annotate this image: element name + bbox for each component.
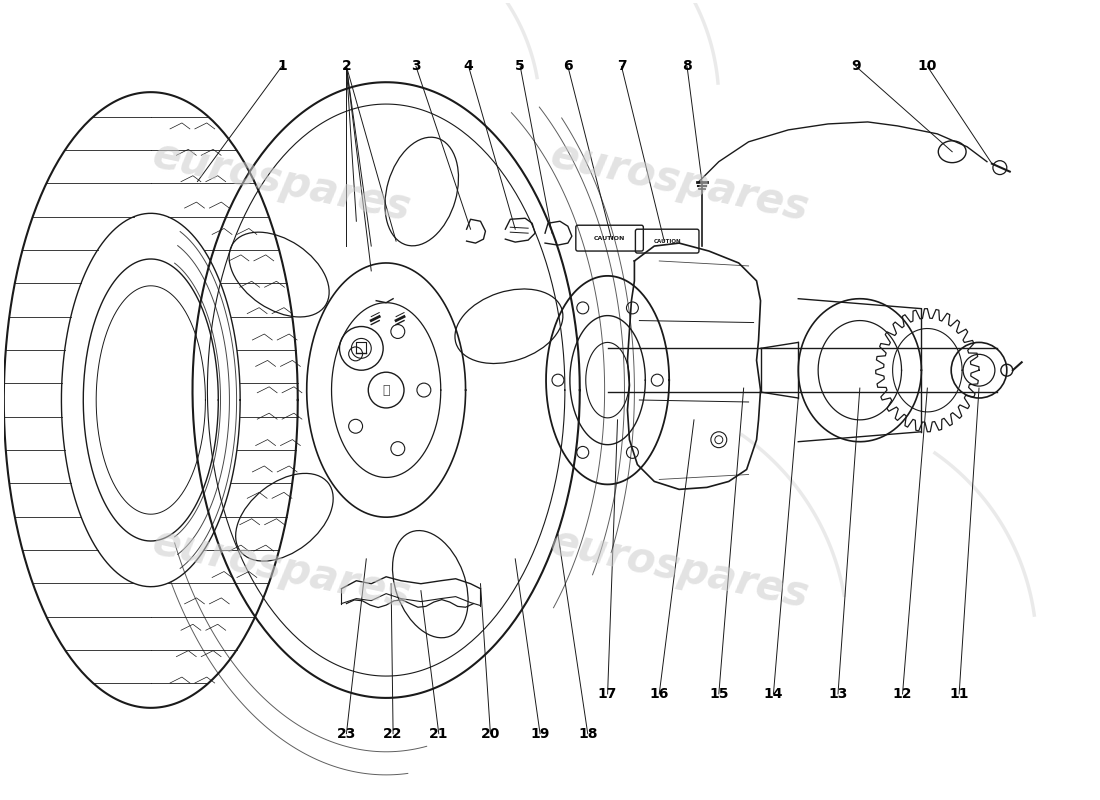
- Text: eurospares: eurospares: [546, 521, 812, 617]
- Text: 6: 6: [563, 59, 573, 74]
- Text: eurospares: eurospares: [148, 521, 415, 617]
- Text: 16: 16: [649, 687, 669, 701]
- Text: CAUTION: CAUTION: [653, 238, 681, 244]
- Text: 2: 2: [341, 59, 351, 74]
- Text: 15: 15: [710, 687, 728, 701]
- Text: CAUTION: CAUTION: [594, 236, 625, 241]
- Text: 12: 12: [893, 687, 912, 701]
- Text: 8: 8: [682, 59, 692, 74]
- Text: eurospares: eurospares: [148, 134, 415, 230]
- Text: 21: 21: [429, 726, 449, 741]
- Text: 20: 20: [481, 726, 500, 741]
- Text: 1: 1: [277, 59, 287, 74]
- Text: 17: 17: [598, 687, 617, 701]
- Text: 11: 11: [949, 687, 969, 701]
- Text: 22: 22: [383, 726, 403, 741]
- Text: 5: 5: [515, 59, 525, 74]
- Text: 14: 14: [763, 687, 783, 701]
- Text: eurospares: eurospares: [546, 134, 812, 230]
- Text: 13: 13: [828, 687, 848, 701]
- Text: 4: 4: [464, 59, 473, 74]
- Text: 18: 18: [578, 726, 597, 741]
- Text: 10: 10: [917, 59, 937, 74]
- Text: 23: 23: [337, 726, 356, 741]
- Text: 3: 3: [411, 59, 420, 74]
- Text: 19: 19: [530, 726, 550, 741]
- Text: 9: 9: [851, 59, 860, 74]
- Text: 🐂: 🐂: [383, 383, 389, 397]
- Text: 7: 7: [617, 59, 626, 74]
